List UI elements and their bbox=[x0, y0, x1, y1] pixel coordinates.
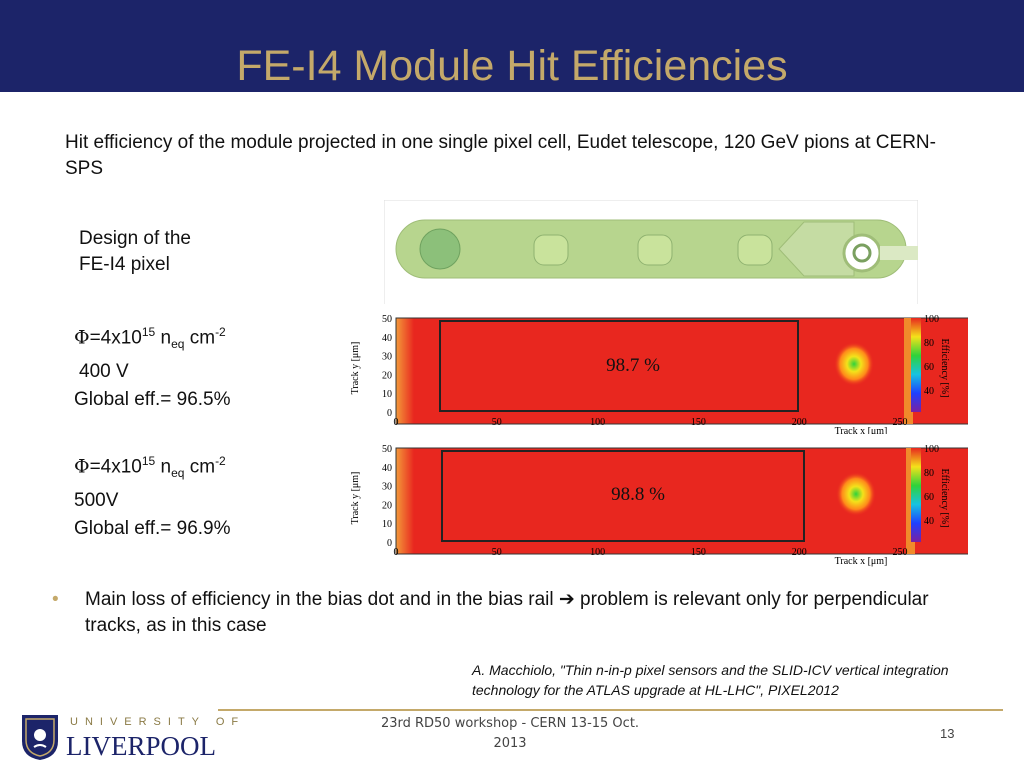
global-efficiency: Global eff.= 96.9% bbox=[74, 518, 231, 540]
pixel-design-image bbox=[384, 200, 918, 310]
y-tick-label: 0 bbox=[387, 538, 392, 549]
z-tick-label: 80 bbox=[924, 468, 934, 479]
design-label-line1: Design of the bbox=[79, 228, 191, 249]
x-tick-label: 250 bbox=[893, 547, 908, 558]
map-label: 98.8 % bbox=[611, 484, 665, 505]
x-tick-label: 100 bbox=[590, 417, 605, 428]
inner-region-box bbox=[441, 450, 805, 542]
x-tick-label: 200 bbox=[792, 547, 807, 558]
voltage: 500V bbox=[74, 490, 119, 512]
y-tick-label: 30 bbox=[382, 352, 392, 363]
z-tick-label: 100 bbox=[924, 314, 939, 325]
footer-event-line1: 23rd RD50 workshop - CERN 13-15 Oct. bbox=[380, 716, 640, 731]
z-axis-label: Efficiency [%] bbox=[939, 469, 950, 528]
title-bar bbox=[0, 0, 1024, 92]
university-of-text: UNIVERSITY OF bbox=[70, 716, 246, 728]
color-scale bbox=[911, 448, 921, 542]
y-axis-label: Track y [μm] bbox=[350, 472, 361, 525]
y-tick-label: 50 bbox=[382, 314, 392, 325]
efficiency-map-1: 98.7 % Efficiency [%] Track y [μm] Track… bbox=[348, 304, 968, 438]
bias-dot-hotspot bbox=[834, 342, 874, 386]
x-tick-label: 0 bbox=[394, 547, 399, 558]
bump-pad-1 bbox=[533, 234, 569, 266]
z-tick-label: 40 bbox=[924, 386, 934, 397]
x-tick-label: 50 bbox=[492, 547, 502, 558]
y-tick-label: 20 bbox=[382, 370, 392, 381]
y-tick-label: 20 bbox=[382, 500, 392, 511]
map-label: 98.7 % bbox=[606, 355, 660, 376]
footer-event-line2: 2013 bbox=[493, 736, 527, 751]
z-axis-label: Efficiency [%] bbox=[939, 339, 950, 398]
global-efficiency: Global eff.= 96.5% bbox=[74, 389, 231, 411]
inner-region-box bbox=[439, 320, 799, 412]
efficiency-map-2: 98.8 % Efficiency [%] Track y [μm] Track… bbox=[348, 434, 968, 568]
map-area bbox=[396, 448, 968, 554]
x-tick-label: 150 bbox=[691, 547, 706, 558]
y-tick-label: 30 bbox=[382, 482, 392, 493]
condition-block-2: Φ=4x1015 neq cm-2 500V Global eff.= 96.9… bbox=[74, 447, 231, 543]
x-tick-label: 150 bbox=[691, 417, 706, 428]
design-label: Design of the FE-I4 pixel bbox=[79, 226, 191, 278]
design-label-line2: FE-I4 pixel bbox=[79, 254, 170, 275]
map-area bbox=[396, 318, 968, 424]
university-crest-logo bbox=[22, 715, 58, 760]
x-tick-label: 0 bbox=[394, 417, 399, 428]
z-tick-label: 60 bbox=[924, 362, 934, 373]
reference-citation: A. Macchiolo, "Thin n-in-p pixel sensors… bbox=[472, 662, 949, 698]
voltage: 400 V bbox=[79, 361, 129, 383]
fluence-line: Φ=4x1015 neq cm-2 bbox=[74, 325, 226, 352]
y-tick-label: 0 bbox=[387, 408, 392, 419]
y-tick-label: 10 bbox=[382, 389, 392, 400]
slide-title: FE-I4 Module Hit Efficiencies bbox=[236, 42, 788, 90]
z-tick-label: 60 bbox=[924, 492, 934, 503]
bullet-text: Main loss of efficiency in the bias dot … bbox=[85, 589, 929, 636]
bump-pad-3 bbox=[737, 234, 773, 266]
x-axis-label: Track x [μm] bbox=[835, 426, 888, 437]
footer-divider bbox=[218, 709, 1003, 711]
x-tick-label: 200 bbox=[792, 417, 807, 428]
x-tick-label: 100 bbox=[590, 547, 605, 558]
x-tick-label: 250 bbox=[893, 417, 908, 428]
z-tick-label: 100 bbox=[924, 444, 939, 455]
liverpool-wordmark: LIVERPOOL bbox=[66, 731, 216, 761]
footer-event: 23rd RD50 workshop - CERN 13-15 Oct. 201… bbox=[360, 714, 660, 754]
bias-dot-hotspot bbox=[836, 472, 876, 516]
y-axis-label: Track y [μm] bbox=[350, 342, 361, 395]
color-scale bbox=[911, 318, 921, 412]
x-axis-label: Track x [μm] bbox=[835, 556, 888, 567]
y-tick-label: 50 bbox=[382, 444, 392, 455]
intro-text: Hit efficiency of the module projected i… bbox=[65, 132, 936, 179]
y-tick-label: 10 bbox=[382, 519, 392, 530]
x-tick-label: 50 bbox=[492, 417, 502, 428]
bullet-marker: • bbox=[52, 589, 59, 610]
bump-pad-2 bbox=[637, 234, 673, 266]
fluence-line: Φ=4x1015 neq cm-2 bbox=[74, 454, 226, 481]
y-tick-label: 40 bbox=[382, 333, 392, 344]
z-tick-label: 40 bbox=[924, 516, 934, 527]
condition-block-1: Φ=4x1015 neq cm-2 400 V Global eff.= 96.… bbox=[74, 318, 231, 414]
page-number: 13 bbox=[940, 726, 955, 741]
y-tick-label: 40 bbox=[382, 463, 392, 474]
z-tick-label: 80 bbox=[924, 338, 934, 349]
